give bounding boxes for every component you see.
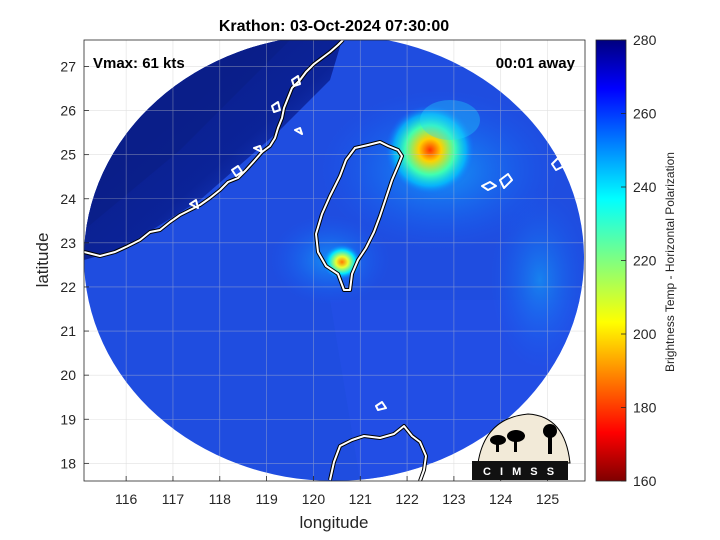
y-tick-label-23: 23 — [60, 235, 76, 251]
colorbar-tick-label-280: 280 — [633, 32, 657, 48]
y-tick-label-19: 19 — [60, 411, 76, 427]
vmax-label: Vmax: 61 kts — [93, 55, 185, 72]
colorbar-label: Brightness Temp - Horizontal Polarizatio… — [663, 152, 677, 372]
time-away-label: 00:01 away — [496, 55, 576, 72]
y-tick-label-20: 20 — [60, 367, 76, 383]
y-axis-ticks: 18 19 20 21 22 23 24 25 26 27 — [60, 58, 89, 471]
colorbar-ticks: 160 180 200 220 240 260 280 — [621, 32, 657, 489]
colorbar-tick-label-180: 180 — [633, 400, 657, 416]
y-tick-label-27: 27 — [60, 58, 76, 74]
x-axis-label: longitude — [299, 513, 368, 532]
colorbar-tick-label-200: 200 — [633, 326, 657, 342]
cimss-logo-text: C I M S S — [483, 466, 557, 478]
x-tick-label-125: 125 — [536, 491, 560, 507]
y-tick-label-26: 26 — [60, 103, 76, 119]
x-tick-label-120: 120 — [302, 491, 326, 507]
x-tick-label-123: 123 — [442, 491, 466, 507]
plot-title: Krathon: 03-Oct-2024 07:30:00 — [219, 18, 449, 35]
colorbar-tick-label-220: 220 — [633, 253, 657, 269]
y-tick-label-24: 24 — [60, 191, 76, 207]
colorbar-tick-label-240: 240 — [633, 179, 657, 195]
y-tick-label-22: 22 — [60, 279, 76, 295]
x-tick-label-117: 117 — [162, 491, 185, 507]
colorbar-tick-label-160: 160 — [633, 473, 657, 489]
axes-box — [83, 39, 586, 482]
coastlines — [84, 40, 565, 481]
grid-lines — [84, 40, 585, 481]
x-tick-label-124: 124 — [489, 491, 513, 507]
y-axis-label: latitude — [33, 233, 52, 288]
y-tick-label-25: 25 — [60, 147, 76, 163]
x-tick-label-118: 118 — [209, 491, 232, 507]
x-axis-ticks: 116 117 118 119 120 121 122 123 124 125 — [115, 476, 559, 507]
cimss-logo: C I M S S — [472, 413, 571, 480]
y-tick-label-21: 21 — [60, 323, 76, 339]
x-tick-label-121: 121 — [349, 491, 373, 507]
y-tick-label-18: 18 — [60, 455, 76, 471]
colorbar-tick-label-260: 260 — [633, 106, 657, 122]
x-tick-label-116: 116 — [115, 491, 138, 507]
x-tick-label-122: 122 — [395, 491, 419, 507]
x-tick-label-119: 119 — [255, 491, 278, 507]
